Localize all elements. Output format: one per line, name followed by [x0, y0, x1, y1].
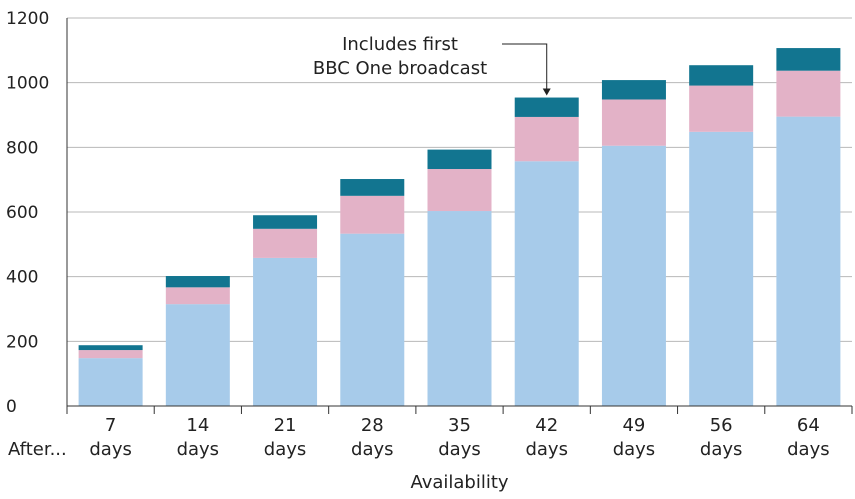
- bar-segment-1: [689, 131, 754, 406]
- bar-segment-1: [78, 358, 143, 406]
- annotation-arrowhead: [542, 88, 551, 96]
- bar-segment-1: [776, 116, 841, 406]
- bar-segment-2: [165, 287, 230, 305]
- bar-segment-2: [689, 85, 754, 132]
- annotation: Includes first BBC One broadcast: [313, 34, 551, 96]
- bar-segment-1: [514, 161, 579, 406]
- bar-segment-3: [514, 97, 579, 117]
- category-prefix: After...: [8, 439, 67, 460]
- x-tick-label: 28 days: [351, 415, 394, 460]
- bar-segment-2: [253, 228, 318, 258]
- bar-segment-1: [253, 257, 318, 406]
- bars: [78, 48, 841, 406]
- y-tick-label: 0: [6, 397, 17, 417]
- x-tick-label: 56 days: [700, 415, 743, 460]
- bar-segment-2: [514, 116, 579, 162]
- x-tick-label: 14 days: [177, 415, 220, 460]
- y-tick-label: 600: [6, 203, 38, 223]
- y-tick-label: 1200: [6, 9, 49, 29]
- bar-segment-3: [78, 345, 143, 351]
- bar-segment-2: [601, 99, 666, 146]
- bar-segment-3: [601, 80, 666, 100]
- y-tick-label: 400: [6, 268, 38, 288]
- bar-segment-3: [165, 276, 230, 288]
- bar-segment-3: [689, 65, 754, 86]
- x-tick-label: 35 days: [438, 415, 481, 460]
- x-tick-label: 7 days: [89, 415, 132, 460]
- bar-segment-3: [340, 179, 405, 196]
- bar-segment-2: [427, 168, 492, 212]
- annotation-leader-line: [502, 43, 548, 92]
- y-tick-label: 200: [6, 332, 38, 352]
- x-tick-label: 49 days: [613, 415, 656, 460]
- bar-segment-1: [340, 233, 405, 406]
- x-axis-label: Availability: [410, 472, 508, 493]
- x-tick-label: 64 days: [787, 415, 830, 460]
- annotation-text: Includes first BBC One broadcast: [313, 34, 487, 79]
- bar-segment-3: [253, 215, 318, 229]
- axes: [66, 18, 853, 414]
- bar-segment-2: [340, 195, 405, 234]
- bar-segment-1: [427, 211, 492, 406]
- y-tick-label: 800: [6, 138, 38, 158]
- labels: 0 200 400 600 800 1000 1200 7 days 14 days 21 days 28…: [6, 9, 830, 493]
- bar-segment-1: [165, 304, 230, 406]
- bar-segment-2: [776, 70, 841, 117]
- y-tick-label: 1000: [6, 74, 49, 94]
- bar-segment-1: [601, 145, 666, 406]
- x-tick-label: 42 days: [525, 415, 568, 460]
- bar-segment-3: [427, 149, 492, 169]
- bar-segment-3: [776, 48, 841, 71]
- x-tick-label: 21 days: [264, 415, 307, 460]
- bar-segment-2: [78, 350, 143, 359]
